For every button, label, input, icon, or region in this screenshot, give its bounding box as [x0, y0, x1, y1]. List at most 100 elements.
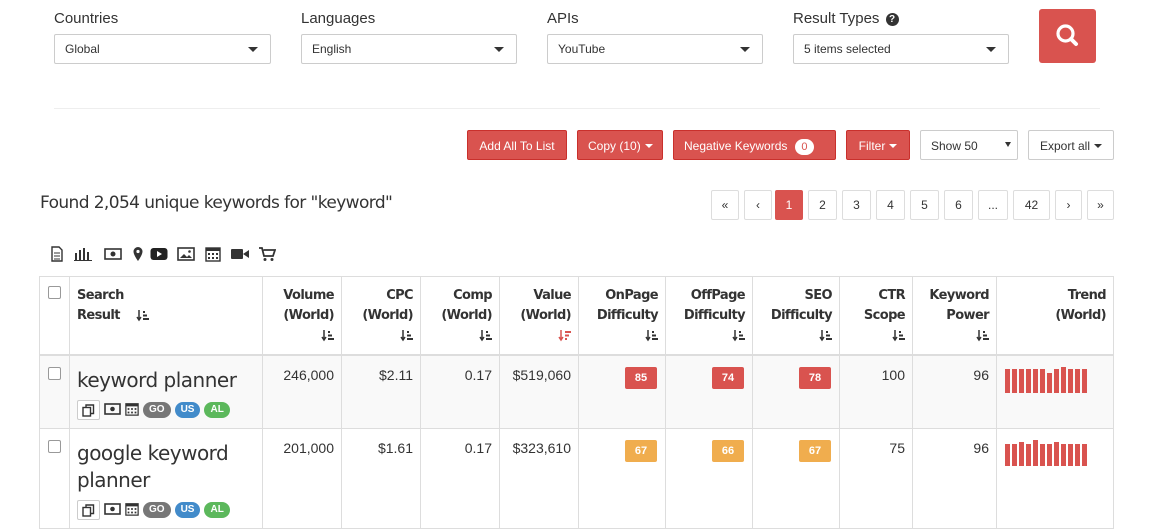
- bar-chart-icon[interactable]: [74, 245, 92, 263]
- page-6[interactable]: 6: [944, 190, 973, 220]
- caret-down-icon: [644, 144, 653, 148]
- filter-button[interactable]: Filter: [846, 130, 910, 160]
- col-ctr-scope[interactable]: CTR Scope: [839, 276, 913, 356]
- col-trend-line1: Trend: [1067, 288, 1107, 303]
- col-comp-line1: Comp: [453, 288, 493, 303]
- col-offpage-line2: Difficulty: [683, 308, 746, 323]
- calendar-icon[interactable]: [125, 502, 139, 519]
- calendar-icon[interactable]: [204, 245, 222, 263]
- page-1[interactable]: 1: [775, 190, 803, 220]
- trend-sparkline[interactable]: [1004, 367, 1106, 393]
- select-all-checkbox[interactable]: [48, 286, 61, 299]
- youtube-icon[interactable]: [150, 245, 168, 263]
- countries-label: Countries: [54, 10, 119, 27]
- col-cpc[interactable]: CPC (World): [341, 276, 421, 356]
- sort-icon: [645, 330, 658, 342]
- trend-bar: [1068, 444, 1073, 466]
- page-prev[interactable]: ‹: [744, 190, 772, 220]
- copy-icon[interactable]: [77, 400, 100, 420]
- source-tag-us[interactable]: US: [174, 402, 201, 418]
- copy-label: Copy (10): [588, 139, 641, 153]
- image-icon[interactable]: [177, 245, 195, 263]
- col-offpage-difficulty[interactable]: OffPage Difficulty: [665, 276, 753, 356]
- countries-value: Global: [65, 42, 100, 56]
- money-icon[interactable]: [104, 245, 122, 263]
- col-power-line2: Power: [946, 308, 989, 323]
- calendar-icon[interactable]: [125, 402, 139, 419]
- keyword-cell: keyword planner GO US AL: [69, 354, 263, 429]
- result-types-select[interactable]: 5 items selected: [793, 34, 1009, 64]
- copy-icon[interactable]: [77, 500, 100, 520]
- trend-sparkline[interactable]: [1004, 440, 1106, 466]
- comp-cell: 0.17: [420, 354, 500, 429]
- page-last[interactable]: »: [1087, 190, 1114, 220]
- filter-label: Filter: [858, 139, 886, 153]
- result-types-value: 5 items selected: [804, 42, 891, 56]
- document-icon[interactable]: [48, 245, 66, 263]
- keywords-table: Search Result Volume (World) CPC (World) C…: [39, 276, 1114, 529]
- caret-down-icon: [1005, 142, 1011, 147]
- sort-icon: [321, 330, 334, 342]
- col-volume-line2: (World): [283, 308, 334, 323]
- trend-bar: [1082, 369, 1087, 393]
- page-first[interactable]: «: [711, 190, 739, 220]
- caret-down-icon: [740, 47, 750, 52]
- source-tag-go[interactable]: GO: [143, 502, 171, 518]
- col-seo-difficulty[interactable]: SEO Difficulty: [752, 276, 840, 356]
- cart-icon[interactable]: [258, 245, 276, 263]
- caret-down-icon: [494, 47, 504, 52]
- col-comp[interactable]: Comp (World): [420, 276, 500, 356]
- page-4[interactable]: 4: [876, 190, 905, 220]
- col-volume[interactable]: Volume (World): [262, 276, 342, 356]
- col-cpc-line2: (World): [362, 308, 413, 323]
- languages-select[interactable]: English: [301, 34, 517, 64]
- show-count-value: Show 50: [931, 139, 978, 153]
- negative-keywords-button[interactable]: Negative Keywords 0: [673, 130, 836, 160]
- page-5[interactable]: 5: [910, 190, 939, 220]
- search-button[interactable]: [1039, 9, 1096, 63]
- col-ctr-line1: CTR: [878, 288, 905, 303]
- col-keyword-power[interactable]: Keyword Power: [912, 276, 997, 356]
- negative-keywords-count: 0: [795, 139, 814, 155]
- source-tag-al[interactable]: AL: [204, 502, 230, 518]
- trend-bar: [1012, 444, 1017, 466]
- offpage-difficulty-badge: 74: [712, 367, 744, 389]
- results-count-text: Found 2,054 unique keywords for "keyword…: [40, 193, 393, 213]
- col-value[interactable]: Value (World): [499, 276, 579, 356]
- col-onpage-difficulty[interactable]: OnPage Difficulty: [578, 276, 666, 356]
- keyword-text[interactable]: keyword planner: [77, 368, 237, 392]
- page-42[interactable]: 42: [1013, 190, 1050, 220]
- page-next[interactable]: ›: [1055, 190, 1082, 220]
- trend-bar: [1033, 369, 1038, 393]
- col-power-line1: Keyword: [929, 288, 989, 303]
- trend-bar: [1068, 369, 1073, 393]
- negative-keywords-label: Negative Keywords: [684, 139, 788, 153]
- export-all-button[interactable]: Export all: [1028, 130, 1114, 160]
- keyword-text[interactable]: google keyword planner: [77, 441, 229, 492]
- cpc-cell: $2.11: [341, 354, 421, 429]
- copy-button[interactable]: Copy (10): [577, 130, 663, 160]
- map-pin-icon[interactable]: [129, 245, 147, 263]
- source-tag-al[interactable]: AL: [204, 402, 230, 418]
- source-tag-go[interactable]: GO: [143, 402, 171, 418]
- countries-select[interactable]: Global: [54, 34, 271, 64]
- apis-select[interactable]: YouTube: [547, 34, 763, 64]
- comp-cell: 0.17: [420, 428, 500, 529]
- trend-bar: [1026, 444, 1031, 466]
- money-icon[interactable]: [104, 402, 121, 418]
- col-ctr-line2: Scope: [863, 308, 906, 323]
- page-3[interactable]: 3: [842, 190, 871, 220]
- row-checkbox[interactable]: [48, 367, 61, 380]
- seo-cell: 67: [752, 428, 840, 529]
- source-tag-us[interactable]: US: [174, 502, 201, 518]
- show-count-select[interactable]: Show 50: [920, 130, 1018, 160]
- trend-bar: [1012, 369, 1017, 393]
- help-icon[interactable]: ?: [885, 13, 899, 26]
- col-search-result[interactable]: Search Result: [69, 276, 263, 356]
- trend-bar: [1061, 444, 1066, 466]
- row-checkbox[interactable]: [48, 440, 61, 453]
- video-icon[interactable]: [231, 245, 249, 263]
- money-icon[interactable]: [104, 502, 121, 518]
- add-all-to-list-button[interactable]: Add All To List: [467, 130, 567, 160]
- page-2[interactable]: 2: [808, 190, 837, 220]
